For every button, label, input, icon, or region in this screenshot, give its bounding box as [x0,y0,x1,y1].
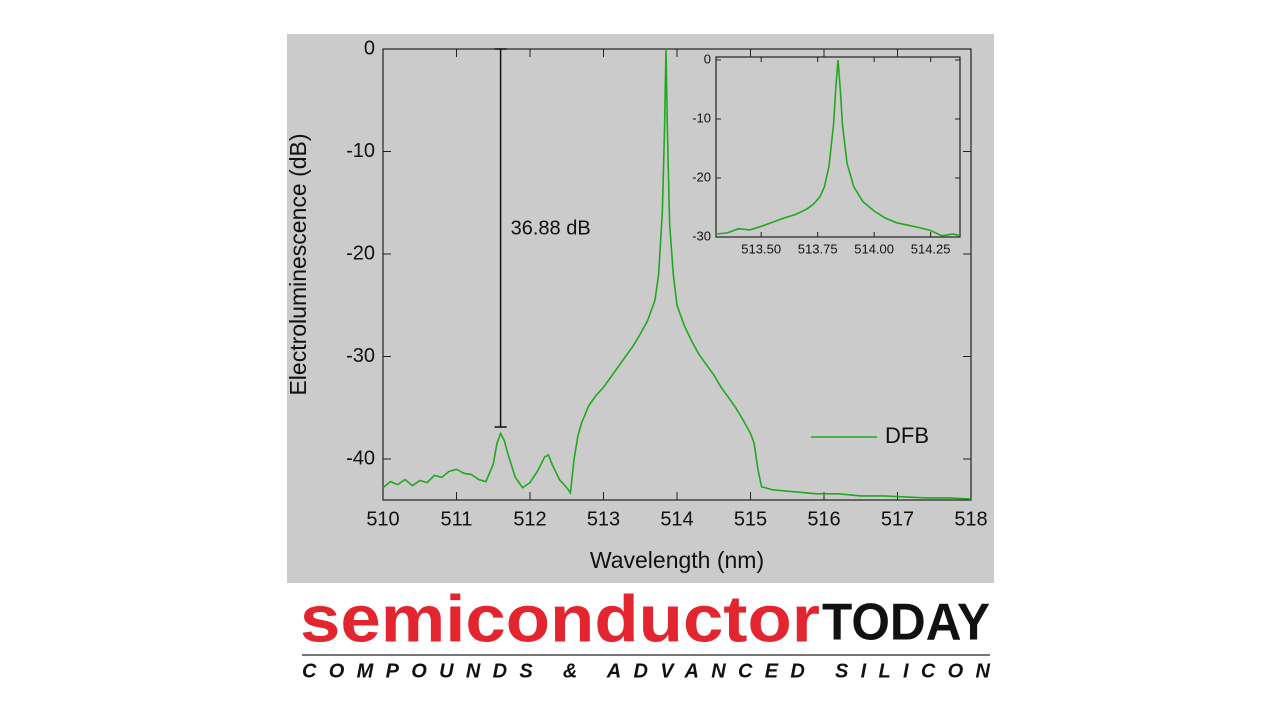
x-tick-label: 516 [807,508,840,530]
logo-name: semiconductor [300,581,820,655]
x-tick-label: 510 [366,508,399,530]
x-tick-label: 517 [881,508,914,530]
x-axis-label: Wavelength (nm) [590,547,764,573]
x-tick-label: 515 [734,508,767,530]
plot-frame [715,56,961,238]
y-tick-label: 0 [364,37,375,59]
y-tick-label: 0 [704,51,711,66]
y-tick-label: -10 [692,110,711,125]
y-tick-label: -10 [346,140,375,162]
y-tick-label: -20 [346,242,375,264]
x-tick-label: 518 [954,508,987,530]
x-tick-label: 514 [660,508,693,530]
logo-brand: TODAY [822,594,990,652]
y-tick-label: -40 [346,447,375,469]
x-tick-label: 514.25 [911,241,951,256]
y-axis-label: Electroluminescence (dB) [285,133,311,395]
y-tick-label: -30 [346,345,375,367]
x-tick-label: 514.00 [854,241,894,256]
y-tick-label: -30 [692,228,711,243]
x-tick-label: 511 [441,508,473,530]
x-tick-label: 512 [513,508,546,530]
x-tick-label: 513.50 [741,241,781,256]
legend-label: DFB [885,423,929,448]
line-series [382,48,972,500]
annotation-label: 36.88 dB [511,217,591,239]
x-tick-label: 513.75 [798,241,838,256]
y-tick-label: -20 [692,169,711,184]
line-series [715,59,961,237]
logo-tagline: COMPOUNDS & ADVANCED SILICON [302,660,991,682]
x-tick-label: 513 [587,508,620,530]
